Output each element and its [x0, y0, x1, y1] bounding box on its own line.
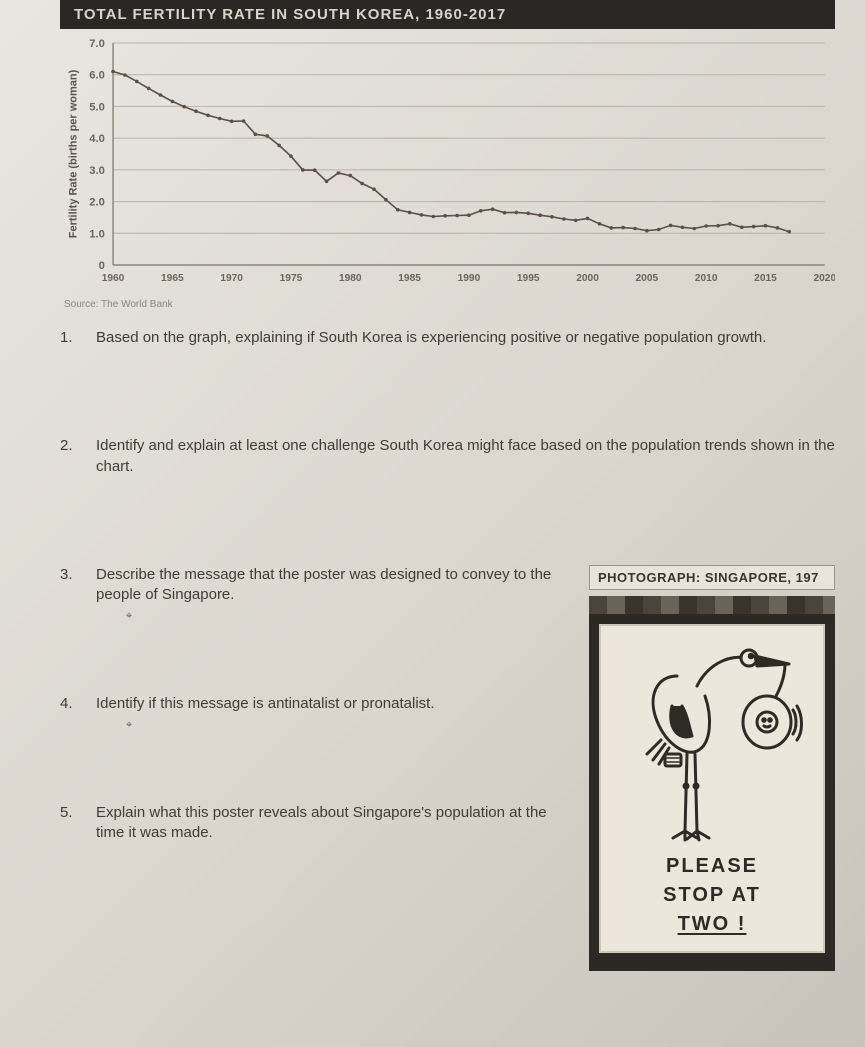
svg-text:6.0: 6.0 [89, 70, 105, 82]
question-4: 4. Identify if this message is antinatal… [60, 694, 571, 733]
svg-text:1965: 1965 [161, 273, 184, 284]
stork-icon [617, 636, 807, 846]
svg-text:2015: 2015 [754, 273, 777, 284]
svg-text:1990: 1990 [458, 273, 481, 284]
question-number: 2. [60, 436, 82, 477]
svg-text:2020: 2020 [813, 273, 835, 284]
svg-text:2010: 2010 [695, 273, 718, 284]
question-3: 3. Describe the message that the poster … [60, 565, 571, 624]
cursor-icon: ⌖ [126, 718, 571, 733]
svg-text:Fertility Rate (births per wom: Fertility Rate (births per woman) [67, 69, 79, 238]
svg-text:1975: 1975 [280, 273, 303, 284]
question-text: Identify if this message is antinatalist… [96, 694, 571, 733]
singapore-poster: PLEASE STOP AT TWO ! [599, 624, 825, 953]
cursor-icon: ⌖ [126, 609, 571, 624]
svg-text:1960: 1960 [102, 273, 125, 284]
chart-source: Source: The World Bank [64, 299, 835, 310]
question-text-content: Describe the message that the poster was… [96, 566, 551, 603]
question-text: Explain what this poster reveals about S… [96, 803, 571, 844]
poster-line-3: TWO ! [607, 910, 817, 939]
svg-text:4.0: 4.0 [89, 133, 105, 145]
question-1: 1. Based on the graph, explaining if Sou… [60, 328, 835, 348]
svg-text:1970: 1970 [220, 273, 243, 284]
svg-text:1995: 1995 [517, 273, 540, 284]
question-number: 1. [60, 328, 82, 348]
photo-top-strip [589, 596, 835, 614]
question-text-content: Identify if this message is antinatalist… [96, 695, 435, 712]
svg-text:5.0: 5.0 [89, 102, 105, 114]
question-5: 5. Explain what this poster reveals abou… [60, 803, 571, 844]
svg-text:1985: 1985 [398, 273, 421, 284]
question-text: Describe the message that the poster was… [96, 565, 571, 624]
poster-line-1: PLEASE [607, 852, 817, 881]
photo-label: PHOTOGRAPH: SINGAPORE, 197 [589, 565, 835, 590]
poster-text: PLEASE STOP AT TWO ! [607, 852, 817, 939]
chart-title: TOTAL FERTILITY RATE IN SOUTH KOREA, 196… [60, 0, 835, 29]
svg-text:2005: 2005 [636, 273, 659, 284]
question-number: 5. [60, 803, 82, 844]
svg-text:1.0: 1.0 [89, 228, 105, 240]
svg-text:7.0: 7.0 [89, 38, 105, 50]
question-number: 4. [60, 694, 82, 733]
question-text: Identify and explain at least one challe… [96, 436, 835, 477]
svg-text:3.0: 3.0 [89, 165, 105, 177]
fertility-chart: 0 1.0 2.0 3.0 4.0 5.0 6.0 7.0 1960 1965 1970 1975 19… [60, 33, 835, 293]
poster-line-2: STOP AT [607, 881, 817, 910]
question-2: 2. Identify and explain at least one cha… [60, 436, 835, 477]
svg-text:2.0: 2.0 [89, 197, 105, 209]
svg-text:0: 0 [99, 260, 105, 272]
svg-text:1980: 1980 [339, 273, 362, 284]
question-number: 3. [60, 565, 82, 624]
svg-text:2000: 2000 [576, 273, 599, 284]
photo-frame: PLEASE STOP AT TWO ! [589, 596, 835, 971]
question-text: Based on the graph, explaining if South … [96, 328, 835, 348]
